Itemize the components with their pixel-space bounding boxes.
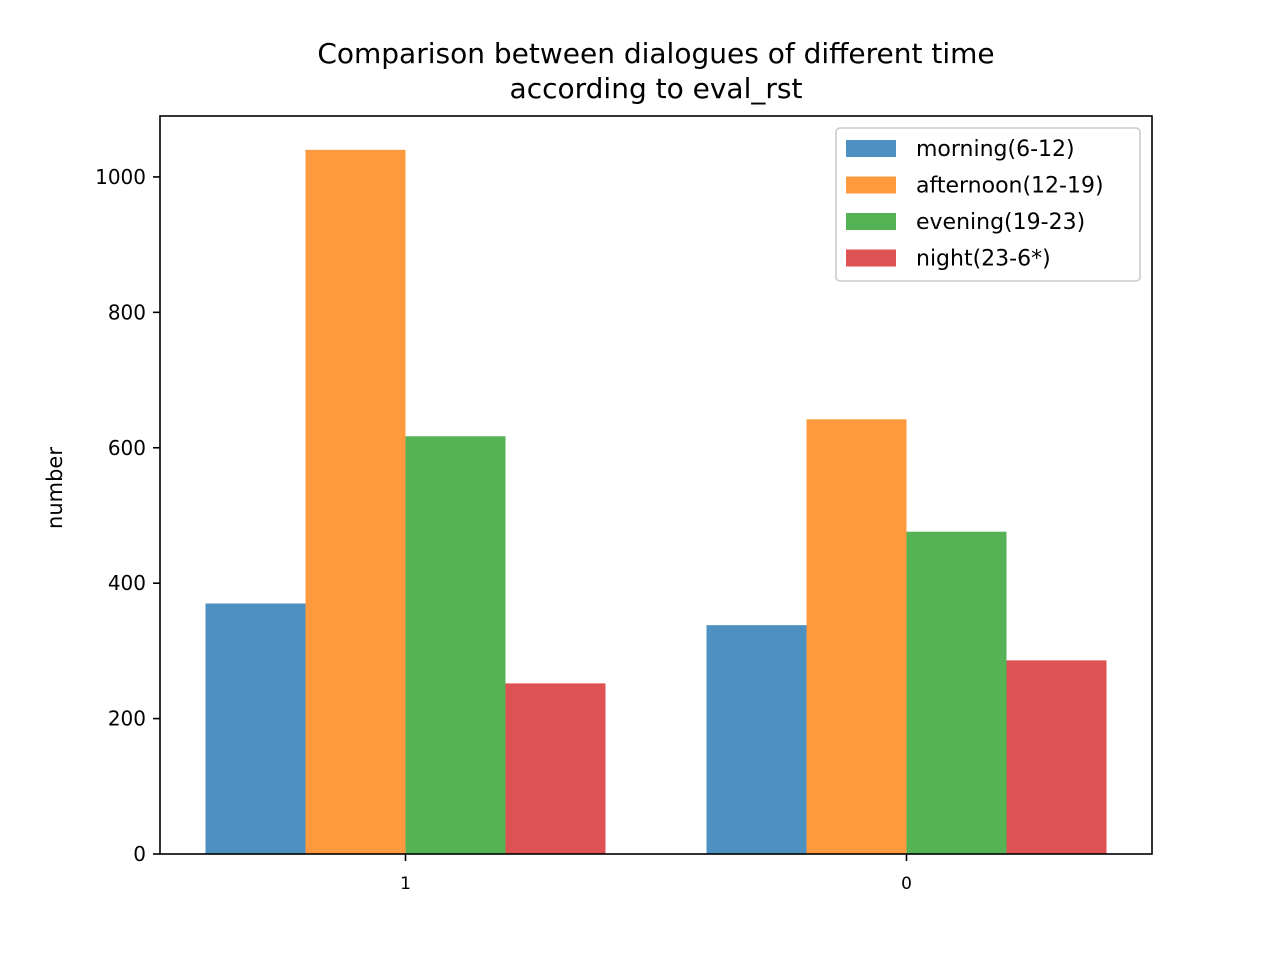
x-tick-label: 1	[400, 874, 411, 894]
legend-label: morning(6-12)	[916, 137, 1075, 162]
bar-morning-6-12-cat-0	[706, 625, 807, 854]
x-tick-label: 0	[901, 874, 912, 894]
bar-evening-19-23-cat-1	[405, 436, 506, 854]
legend-label: evening(19-23)	[916, 210, 1085, 235]
y-axis-ticks: 0 200 400 600 800 1000	[95, 165, 160, 866]
plot-frame	[159, 115, 1153, 855]
y-tick-label: 200	[108, 707, 146, 731]
bar-evening-19-23-cat-0	[906, 531, 1007, 854]
chart-title-line-1: Comparison between dialogues of differen…	[317, 37, 994, 70]
bars-group	[205, 149, 1107, 854]
legend-swatch	[846, 140, 896, 157]
y-tick-label: 400	[108, 571, 146, 595]
legend-box	[835, 127, 1141, 282]
legend: morning(6-12) afternoon(12-19) evening(19-…	[835, 127, 1141, 282]
y-tick-label: 0	[133, 842, 146, 866]
y-tick-label: 1000	[95, 165, 146, 189]
y-axis-label: number	[43, 447, 67, 529]
bar-afternoon-12-19-cat-0	[806, 419, 907, 854]
legend-swatch	[846, 176, 896, 194]
y-tick-label: 800	[108, 300, 146, 324]
legend-swatch	[846, 213, 896, 230]
legend-swatch	[846, 249, 896, 267]
legend-label: night(23-6*)	[916, 247, 1051, 272]
bar-morning-6-12-cat-1	[205, 603, 306, 854]
chart-title-line-2: according to eval_rst	[510, 72, 803, 105]
bar-afternoon-12-19-cat-1	[305, 149, 406, 854]
y-tick-label: 600	[108, 436, 146, 460]
bar-night-23-6-cat-1	[505, 683, 606, 854]
bar-night-23-6-cat-0	[1006, 660, 1107, 854]
legend-label: afternoon(12-19)	[916, 174, 1104, 199]
